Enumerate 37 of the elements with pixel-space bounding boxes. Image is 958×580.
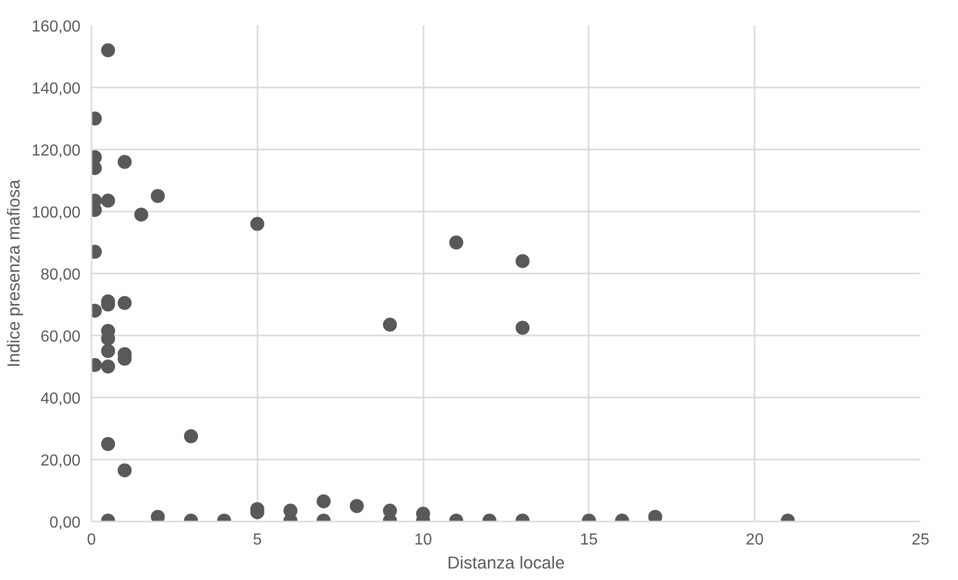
point xyxy=(118,463,132,478)
y-tick-label: 80,00 xyxy=(40,266,81,284)
point xyxy=(516,320,530,335)
y-tick-label: 40,00 xyxy=(40,390,81,408)
point xyxy=(316,494,331,508)
x-tick-label: 0 xyxy=(87,532,96,548)
x-tick-label: 10 xyxy=(414,532,432,548)
y-tick-label: 160,00 xyxy=(32,18,81,36)
point xyxy=(382,318,397,332)
point xyxy=(350,499,364,513)
y-tick-label: 140,00 xyxy=(32,80,81,98)
point xyxy=(150,510,165,522)
point xyxy=(184,429,198,444)
x-tick-label: 25 xyxy=(912,532,930,548)
point xyxy=(101,437,116,451)
point xyxy=(101,360,116,374)
x-axis-title: Distanza locale xyxy=(447,552,565,572)
point xyxy=(101,194,116,208)
y-tick-label: 0,00 xyxy=(49,514,81,532)
point xyxy=(150,189,165,203)
y-tick-label: 60,00 xyxy=(40,328,81,346)
point xyxy=(118,296,132,310)
x-tick-label: 15 xyxy=(580,532,598,548)
point xyxy=(101,344,116,358)
point xyxy=(118,154,132,169)
point xyxy=(648,510,662,522)
point xyxy=(516,254,530,268)
x-tick-label: 5 xyxy=(252,532,262,548)
y-tick-label: 120,00 xyxy=(32,142,81,160)
y-tick-label: 100,00 xyxy=(32,204,81,222)
point xyxy=(250,216,264,231)
point xyxy=(449,236,464,250)
x-tick-label: 20 xyxy=(746,532,764,548)
point xyxy=(134,208,148,222)
y-tick-label: 20,00 xyxy=(40,452,81,470)
point xyxy=(101,43,116,58)
y-axis-title: Indice presenza mafiosa xyxy=(4,179,24,368)
